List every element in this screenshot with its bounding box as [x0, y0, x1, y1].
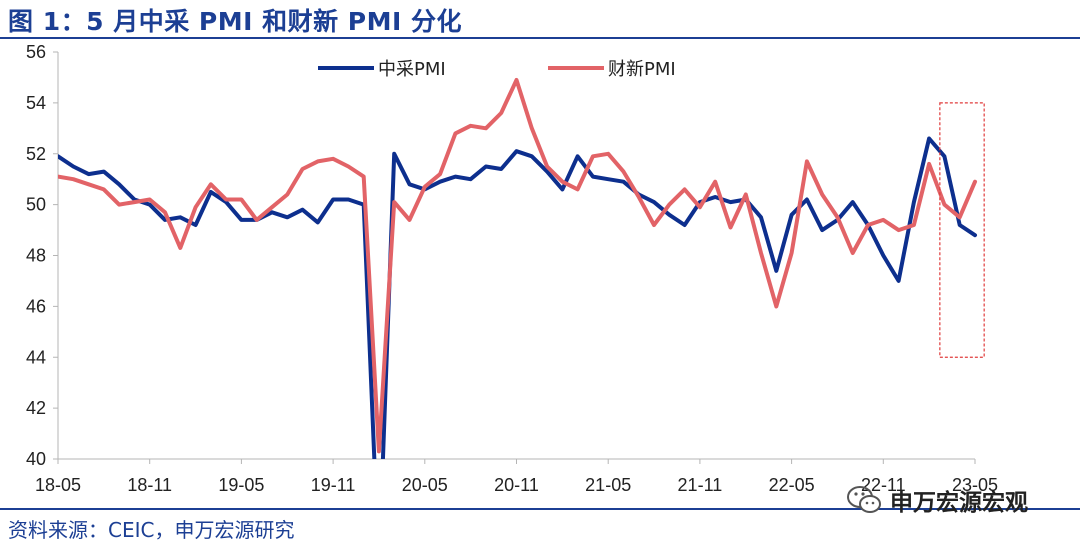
footer-divider: [0, 508, 1080, 510]
x-tick-label: 21-05: [585, 475, 631, 495]
series-lines: [58, 78, 977, 459]
x-tick-label: 22-05: [769, 475, 815, 495]
series-line-2: [58, 78, 977, 454]
y-tick-label: 48: [26, 246, 46, 266]
watermark: 申万宏源宏观: [846, 482, 1028, 518]
x-tick-label: 18-05: [35, 475, 81, 495]
x-tick-label: 20-11: [494, 475, 539, 495]
x-tick-label: 21-11: [678, 475, 723, 495]
x-tick-label: 18-11: [127, 475, 172, 495]
legend-label-2: 财新PMI: [608, 59, 676, 80]
x-tick-label: 20-05: [402, 475, 448, 495]
source-note: 资料来源：CEIC，申万宏源研究: [8, 518, 295, 542]
title-divider: [0, 37, 1080, 39]
y-tick-label: 42: [26, 398, 46, 418]
x-tick-label: 19-05: [218, 475, 264, 495]
y-axis-labels: 40 42 44 46 48 50 52 54 56: [26, 42, 46, 469]
wechat-icon: [847, 486, 881, 513]
y-tick-label: 56: [26, 42, 46, 62]
y-tick-label: 44: [26, 347, 46, 367]
chart-axes: [53, 51, 976, 464]
x-tick-label: 23-05: [952, 475, 998, 495]
highlight-rectangle: [939, 102, 985, 358]
x-tick-label: 19-11: [311, 475, 356, 495]
highlight-box: [939, 102, 985, 358]
watermark-text: 申万宏源宏观: [890, 490, 1028, 516]
chart-legend: 中采PMI 财新PMI: [318, 59, 676, 80]
x-axis-labels: 18-05 18-11 19-05 19-11 20-05 20-11 21-05 21-11…: [35, 475, 998, 495]
page-title: 图 1：5 月中采 PMI 和财新 PMI 分化: [8, 7, 463, 36]
y-tick-label: 52: [26, 144, 46, 164]
series-line-1: [58, 136, 977, 459]
y-tick-label: 46: [26, 296, 46, 316]
y-tick-label: 50: [26, 195, 46, 215]
x-tick-label: 22-11: [861, 475, 906, 495]
y-tick-label: 40: [26, 449, 46, 469]
y-tick-label: 54: [26, 93, 46, 113]
legend-label-1: 中采PMI: [378, 59, 446, 80]
